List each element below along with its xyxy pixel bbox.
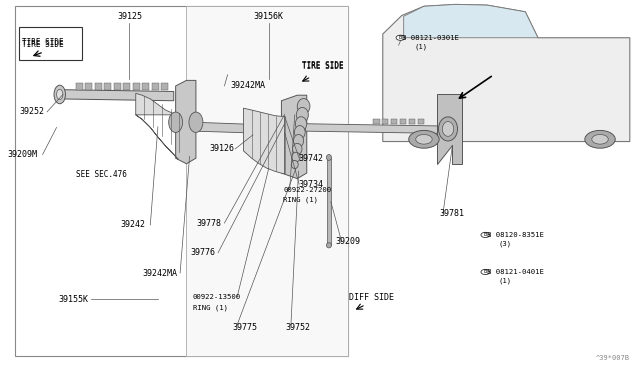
Polygon shape (327, 158, 331, 245)
Polygon shape (123, 83, 130, 90)
Text: B 08121-0301E: B 08121-0301E (402, 35, 459, 41)
Text: RING (1): RING (1) (284, 197, 318, 203)
Text: 39242MA: 39242MA (142, 269, 177, 278)
Polygon shape (243, 108, 285, 174)
Circle shape (585, 131, 615, 148)
Text: TIRE SIDE: TIRE SIDE (22, 39, 63, 49)
Polygon shape (391, 119, 397, 124)
Polygon shape (195, 122, 266, 134)
Polygon shape (95, 83, 102, 90)
Text: 39209M: 39209M (8, 150, 38, 159)
Ellipse shape (326, 154, 332, 160)
Text: B: B (399, 35, 402, 40)
Ellipse shape (294, 135, 303, 147)
Ellipse shape (291, 160, 298, 169)
Text: DIFF SIDE: DIFF SIDE (349, 294, 394, 302)
Polygon shape (76, 83, 83, 90)
Ellipse shape (296, 117, 307, 131)
Ellipse shape (189, 112, 203, 132)
Ellipse shape (56, 89, 63, 100)
Polygon shape (382, 119, 388, 124)
Text: 39778: 39778 (196, 219, 221, 228)
Text: 39742: 39742 (298, 154, 324, 163)
Ellipse shape (442, 122, 454, 137)
Ellipse shape (438, 117, 458, 141)
Text: 39156K: 39156K (254, 12, 284, 21)
Text: 39781: 39781 (440, 209, 465, 218)
Text: 39242: 39242 (120, 221, 145, 230)
Text: RING (1): RING (1) (193, 304, 228, 311)
Text: SEE SEC.476: SEE SEC.476 (76, 170, 127, 179)
Text: 39252: 39252 (19, 108, 44, 116)
Text: B 08120-8351E: B 08120-8351E (487, 232, 544, 238)
Ellipse shape (54, 85, 65, 104)
Polygon shape (85, 83, 92, 90)
Polygon shape (104, 83, 111, 90)
Text: 39775: 39775 (233, 323, 258, 332)
Ellipse shape (294, 126, 305, 139)
Text: B 08121-0401E: B 08121-0401E (487, 269, 544, 275)
Text: (3): (3) (499, 241, 512, 247)
Polygon shape (409, 119, 415, 124)
Polygon shape (161, 83, 168, 90)
Text: 39752: 39752 (286, 323, 311, 332)
Polygon shape (60, 90, 173, 101)
Ellipse shape (326, 243, 332, 248)
Polygon shape (400, 119, 406, 124)
Circle shape (396, 35, 405, 40)
Text: (1): (1) (415, 44, 428, 50)
Text: 39126: 39126 (209, 144, 234, 153)
Text: TIRE SIDE: TIRE SIDE (22, 38, 63, 47)
Ellipse shape (169, 112, 182, 132)
Polygon shape (175, 80, 196, 164)
Ellipse shape (292, 152, 300, 162)
Text: B: B (484, 269, 487, 275)
Bar (15, 6, 348, 356)
Text: 39155K: 39155K (58, 295, 88, 304)
Polygon shape (132, 83, 140, 90)
Circle shape (481, 232, 490, 237)
Circle shape (409, 131, 439, 148)
Polygon shape (373, 119, 380, 124)
Text: 39209: 39209 (335, 237, 360, 246)
Polygon shape (136, 93, 178, 159)
Text: 00922-13500: 00922-13500 (193, 294, 241, 300)
Polygon shape (152, 83, 159, 90)
Text: TIRE SIDE: TIRE SIDE (302, 62, 344, 71)
Text: 39242MA: 39242MA (231, 81, 266, 90)
Bar (19, 27, 82, 60)
Circle shape (481, 269, 490, 275)
Polygon shape (418, 119, 424, 124)
Polygon shape (305, 124, 440, 134)
Circle shape (592, 135, 608, 144)
Polygon shape (142, 83, 149, 90)
Circle shape (416, 135, 432, 144)
Bar (186, 6, 348, 356)
Ellipse shape (292, 143, 302, 154)
Text: ^39*007B: ^39*007B (596, 355, 630, 361)
Text: B: B (484, 232, 487, 237)
Text: 39125: 39125 (117, 12, 142, 21)
Polygon shape (282, 95, 307, 179)
Polygon shape (383, 4, 630, 141)
Ellipse shape (297, 99, 310, 114)
Polygon shape (404, 4, 538, 38)
Polygon shape (113, 83, 120, 90)
Text: (1): (1) (499, 278, 512, 285)
Ellipse shape (296, 108, 308, 122)
Text: 00922-27200: 00922-27200 (284, 187, 332, 193)
Text: 39734: 39734 (298, 180, 324, 189)
Text: 39776: 39776 (190, 248, 215, 257)
Text: TIRE SIDE: TIRE SIDE (302, 61, 344, 70)
Polygon shape (436, 94, 462, 164)
